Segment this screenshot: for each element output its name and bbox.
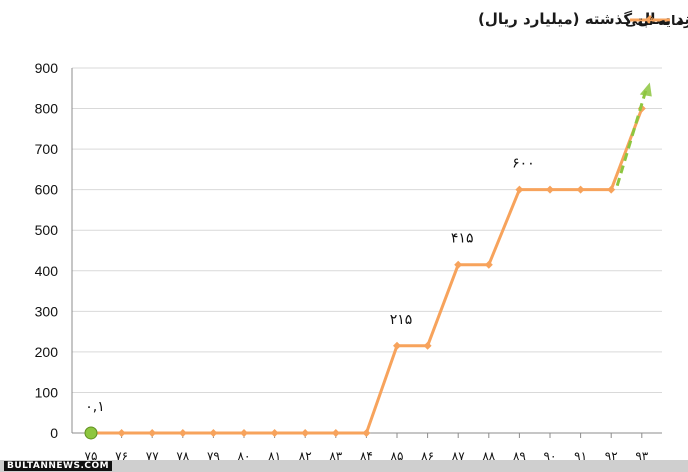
- data-label: ۶۰۰: [512, 156, 535, 172]
- data-point: [454, 260, 463, 269]
- trend-arrow-head: [639, 82, 652, 97]
- x-tick-label: ۷۶: [115, 449, 128, 463]
- x-tick-label: ۹۲: [605, 449, 618, 463]
- x-tick-label: ۹۰: [544, 449, 557, 463]
- data-point: [117, 429, 126, 437]
- x-axis-ticks: ۷۵ ۷۶ ۷۷ ۷۸ ۷۹ ۸۰ ۸۱ ۸۲ ۸۳ ۸۴ ۸۵ ۸۶ ۸۷ ۸۸ ۸۹ ۹۰ ۹۱ ۹۲ ۹۳: [85, 433, 649, 463]
- x-tick-label: ۷۵: [85, 449, 98, 463]
- x-tick-label: ۸۱: [268, 449, 281, 463]
- data-point: [362, 429, 371, 437]
- y-tick-label: 300: [35, 303, 59, 319]
- data-point: [148, 429, 157, 437]
- x-tick-label: ۸۰: [238, 449, 251, 463]
- x-tick-label: ۷۷: [146, 449, 159, 463]
- data-point: [576, 185, 585, 194]
- footer-bar: [0, 460, 688, 472]
- data-point: [393, 341, 401, 350]
- y-tick-label: 0: [50, 425, 58, 441]
- data-point: [178, 429, 187, 437]
- y-tick-label: 900: [35, 60, 59, 76]
- series-group: [84, 82, 652, 440]
- x-tick-label: ۸۹: [513, 449, 526, 463]
- data-label: ۰,۱: [85, 399, 105, 415]
- data-point: [301, 429, 310, 437]
- legend-label: میزان سرمایه ثبتی: [625, 14, 688, 29]
- y-tick-label: 100: [35, 384, 59, 400]
- gridlines: [72, 67, 662, 434]
- start-marker: [84, 426, 98, 440]
- x-tick-label: ۸۴: [360, 449, 373, 463]
- data-point: [209, 429, 218, 437]
- legend: میزان سرمایه ثبتی: [625, 14, 688, 29]
- data-label: ۴۱۵: [451, 231, 474, 247]
- footer-watermark: BULTANNEWS.COM: [4, 461, 113, 471]
- data-point: [484, 260, 493, 269]
- data-point: [515, 185, 524, 194]
- data-point: [270, 429, 279, 437]
- x-tick-label: ۷۹: [207, 449, 220, 463]
- x-tick-label: ۹۳: [635, 449, 648, 463]
- y-tick-label: 800: [35, 101, 59, 117]
- data-point: [331, 429, 340, 437]
- chart-title: روند تغییرات سرمایه ثبتی شرکت در چند سال…: [478, 10, 688, 29]
- y-tick-label: 500: [35, 222, 59, 238]
- x-tick-label: ۸۷: [452, 449, 465, 463]
- y-tick-label: 200: [35, 344, 59, 360]
- data-point: [607, 185, 616, 194]
- data-point: [240, 429, 248, 437]
- x-tick-label: ۸۸: [482, 449, 495, 463]
- data-point: [423, 341, 432, 350]
- data-point: [546, 185, 554, 194]
- x-tick-label: ۸۲: [299, 449, 312, 463]
- x-tick-label: ۷۸: [176, 449, 189, 463]
- x-tick-label: ۸۵: [391, 449, 404, 463]
- data-labels: ۰,۱ ۲۱۵ ۴۱۵ ۶۰۰: [85, 156, 534, 415]
- y-tick-label: 700: [35, 141, 59, 157]
- trend-arrow-shaft: [615, 90, 648, 187]
- data-label: ۲۱۵: [390, 312, 413, 328]
- y-tick-label: 600: [35, 182, 59, 198]
- x-tick-label: ۸۳: [329, 449, 342, 463]
- y-axis-ticks: 0 100 200 300 400 500 600 700 800 900: [35, 60, 59, 441]
- x-tick-label: ۸۶: [421, 449, 434, 463]
- x-tick-label: ۹۱: [574, 449, 587, 463]
- y-tick-label: 400: [35, 263, 59, 279]
- axes: [71, 68, 662, 434]
